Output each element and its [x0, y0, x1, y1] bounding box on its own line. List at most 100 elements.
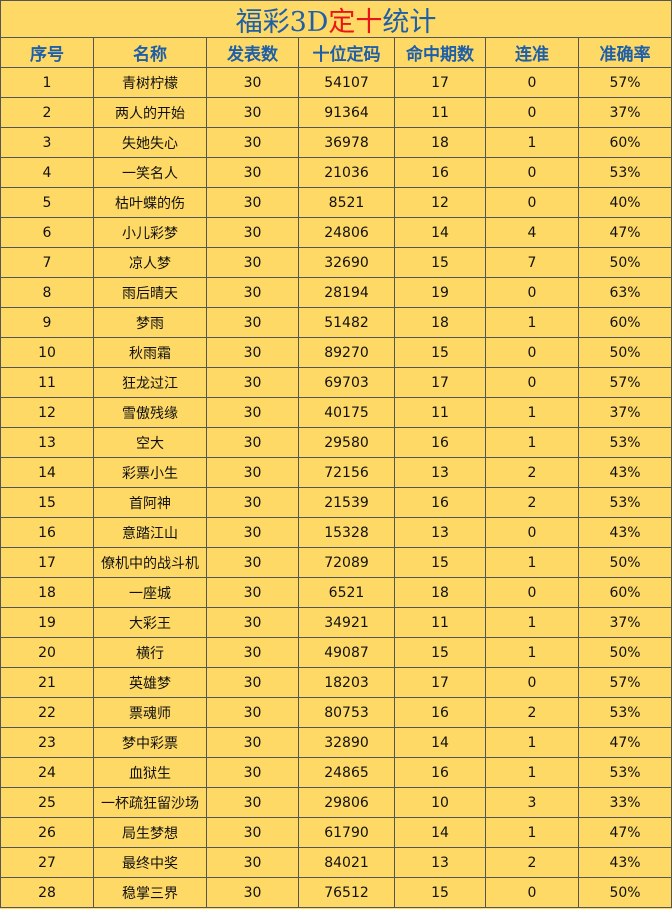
table-cell: 枯叶蝶的伤 [94, 188, 207, 218]
header-cell: 十位定码 [299, 38, 395, 68]
header-cell: 名称 [94, 38, 207, 68]
table-cell: 16 [0, 518, 94, 548]
table-cell: 0 [486, 98, 579, 128]
table-cell: 14 [395, 728, 486, 758]
table-cell: 50% [579, 878, 672, 908]
table-cell: 13 [395, 518, 486, 548]
table-cell: 32690 [299, 248, 395, 278]
table-cell: 25 [0, 788, 94, 818]
table-cell: 11 [395, 398, 486, 428]
table-cell: 横行 [94, 638, 207, 668]
table-cell: 最终中奖 [94, 848, 207, 878]
title-highlight: 定十 [328, 6, 383, 38]
title-suffix: 统计 [382, 6, 437, 38]
table-cell: 梦雨 [94, 308, 207, 338]
table-cell: 1 [486, 428, 579, 458]
table-cell: 80753 [299, 698, 395, 728]
table-cell: 29580 [299, 428, 395, 458]
table-cell: 61790 [299, 818, 395, 848]
table-cell: 30 [207, 578, 299, 608]
table-cell: 11 [395, 608, 486, 638]
table-cell: 30 [207, 98, 299, 128]
table-cell: 1 [486, 758, 579, 788]
table-cell: 17 [0, 548, 94, 578]
table-cell: 33% [579, 788, 672, 818]
table-cell: 15328 [299, 518, 395, 548]
table-cell: 43% [579, 458, 672, 488]
table-cell: 僚机中的战斗机 [94, 548, 207, 578]
table-cell: 秋雨霜 [94, 338, 207, 368]
table-cell: 血狱生 [94, 758, 207, 788]
table-cell: 6 [0, 218, 94, 248]
table-cell: 69703 [299, 368, 395, 398]
table-cell: 27 [0, 848, 94, 878]
table-cell: 彩票小生 [94, 458, 207, 488]
table-cell: 16 [395, 428, 486, 458]
title-prefix: 福彩3D [235, 6, 329, 38]
table-cell: 21539 [299, 488, 395, 518]
table-cell: 5 [0, 188, 94, 218]
table-cell: 1 [486, 728, 579, 758]
table-cell: 0 [486, 338, 579, 368]
table-cell: 一座城 [94, 578, 207, 608]
table-cell: 2 [486, 488, 579, 518]
table-cell: 30 [207, 338, 299, 368]
table-cell: 18 [395, 128, 486, 158]
table-cell: 57% [579, 668, 672, 698]
table-cell: 30 [207, 878, 299, 908]
table-cell: 57% [579, 368, 672, 398]
table-cell: 60% [579, 308, 672, 338]
table-cell: 30 [207, 848, 299, 878]
header-cell: 序号 [0, 38, 94, 68]
table-cell: 英雄梦 [94, 668, 207, 698]
table-cell: 30 [207, 398, 299, 428]
table-cell: 30 [207, 458, 299, 488]
header-cell: 连准 [486, 38, 579, 68]
table-cell: 18203 [299, 668, 395, 698]
table-cell: 40% [579, 188, 672, 218]
table-cell: 1 [486, 608, 579, 638]
table-cell: 凉人梦 [94, 248, 207, 278]
table-cell: 19 [395, 278, 486, 308]
table-cell: 1 [0, 68, 94, 98]
table-cell: 小儿彩梦 [94, 218, 207, 248]
table-cell: 30 [207, 548, 299, 578]
table-cell: 16 [395, 488, 486, 518]
table-cell: 空大 [94, 428, 207, 458]
table-cell: 37% [579, 608, 672, 638]
table-cell: 30 [207, 488, 299, 518]
table-cell: 17 [395, 368, 486, 398]
table-cell: 13 [0, 428, 94, 458]
table-cell: 76512 [299, 878, 395, 908]
table-cell: 30 [207, 248, 299, 278]
table-cell: 雪傲残缘 [94, 398, 207, 428]
table-cell: 60% [579, 578, 672, 608]
table-cell: 43% [579, 518, 672, 548]
table-cell: 11 [395, 98, 486, 128]
table-cell: 14 [395, 218, 486, 248]
table-cell: 10 [0, 338, 94, 368]
table-cell: 16 [395, 158, 486, 188]
table-cell: 47% [579, 218, 672, 248]
table-cell: 30 [207, 308, 299, 338]
table-cell: 30 [207, 788, 299, 818]
table-cell: 6521 [299, 578, 395, 608]
table-cell: 37% [579, 398, 672, 428]
table-cell: 13 [395, 458, 486, 488]
table-cell: 雨后晴天 [94, 278, 207, 308]
table-cell: 12 [395, 188, 486, 218]
table-cell: 稳掌三界 [94, 878, 207, 908]
table-cell: 11 [0, 368, 94, 398]
table-cell: 30 [207, 638, 299, 668]
table-cell: 89270 [299, 338, 395, 368]
table-cell: 一杯疏狂留沙场 [94, 788, 207, 818]
table-cell: 47% [579, 818, 672, 848]
table-cell: 30 [207, 188, 299, 218]
header-cell: 发表数 [207, 38, 299, 68]
table-cell: 9 [0, 308, 94, 338]
table-cell: 28 [0, 878, 94, 908]
table-cell: 50% [579, 548, 672, 578]
table-cell: 29806 [299, 788, 395, 818]
table-cell: 24 [0, 758, 94, 788]
table-cell: 1 [486, 128, 579, 158]
